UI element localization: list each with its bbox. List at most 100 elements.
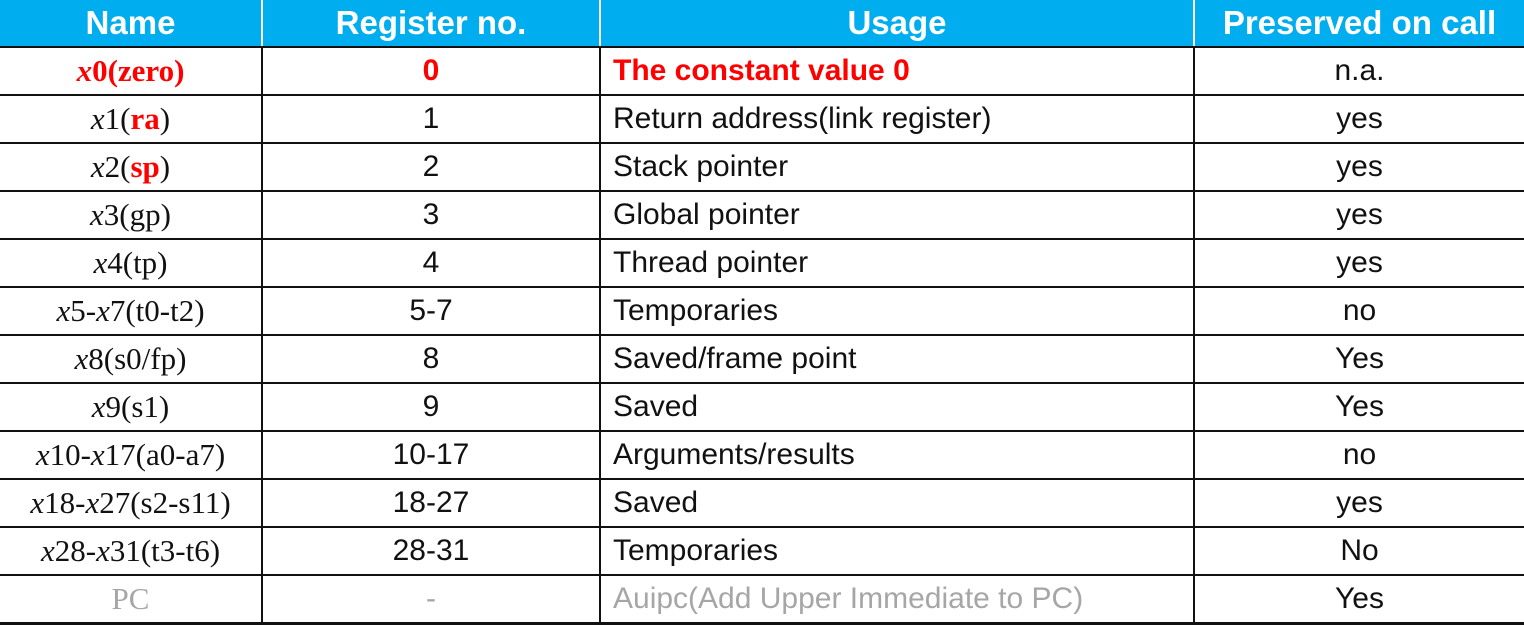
header-usage: Usage	[600, 0, 1195, 48]
register-name-part: 1(	[104, 101, 131, 136]
register-name-cell: x1(ra)	[0, 94, 263, 144]
table-row: x18-x27(s2-s11) 18-27 Saved yes	[0, 478, 1524, 528]
preserved-cell: n.a.	[1193, 46, 1524, 96]
register-number-cell: 3	[261, 190, 601, 240]
usage-cell: Saved/frame point	[599, 334, 1195, 384]
register-name-part: x	[35, 437, 50, 472]
usage-cell: Global pointer	[599, 190, 1195, 240]
header-register-no: Register no.	[262, 0, 601, 48]
register-number-cell: 4	[261, 238, 601, 288]
register-name-part: 7(t0-t2)	[109, 293, 205, 328]
register-number-cell: 2	[261, 142, 601, 192]
table-row: x1(ra) 1 Return address(link register) yes	[0, 94, 1524, 144]
table-row: x0(zero) 0 The constant value 0 n.a.	[0, 46, 1524, 96]
register-name-part: 28-	[54, 533, 97, 568]
preserved-cell: yes	[1193, 478, 1524, 528]
register-name-cell: x2(sp)	[0, 142, 263, 192]
register-name-part: x	[96, 533, 110, 568]
register-name-part: (zero)	[107, 53, 185, 88]
register-name-cell: PC	[0, 574, 263, 625]
preserved-cell: yes	[1193, 94, 1524, 144]
usage-cell: Return address(link register)	[599, 94, 1195, 144]
register-name-cell: x8(s0/fp)	[0, 334, 263, 384]
usage-cell: The constant value 0	[599, 46, 1195, 96]
register-name-cell: x5-x7(t0-t2)	[0, 286, 263, 336]
table-row: x28-x31(t3-t6) 28-31 Temporaries No	[0, 526, 1524, 576]
register-name-part: x	[90, 101, 105, 136]
usage-cell: Temporaries	[599, 286, 1195, 336]
register-name-cell: x3(gp)	[0, 190, 263, 240]
usage-cell: Temporaries	[599, 526, 1195, 576]
table-row: x4(tp) 4 Thread pointer yes	[0, 238, 1524, 288]
header-row: Name Register no. Usage Preserved on cal…	[0, 0, 1524, 48]
register-number-cell: 5-7	[261, 286, 601, 336]
table-row: x2(sp) 2 Stack pointer yes	[0, 142, 1524, 192]
usage-cell: Saved	[599, 382, 1195, 432]
register-name-part: x	[90, 197, 104, 232]
register-name-part: PC	[111, 581, 150, 616]
register-name-part: x	[40, 533, 55, 568]
preserved-cell: Yes	[1193, 574, 1524, 625]
register-name-cell: x10-x17(a0-a7)	[0, 430, 263, 480]
register-name-part: 4(tp)	[107, 245, 168, 280]
register-name-part: 9(s1)	[105, 389, 170, 424]
register-name-part: 10-	[49, 437, 91, 472]
table-row: PC - Auipc(Add Upper Immediate to PC) Yes	[0, 574, 1524, 625]
register-name-part: x	[85, 485, 100, 520]
register-number-cell: 10-17	[261, 430, 601, 480]
preserved-cell: yes	[1193, 142, 1524, 192]
register-name-part: sp	[130, 149, 160, 184]
usage-cell: Auipc(Add Upper Immediate to PC)	[599, 574, 1195, 625]
register-name-cell: x0(zero)	[0, 46, 263, 96]
preserved-cell: No	[1193, 526, 1524, 576]
register-name-part: x	[90, 149, 105, 184]
register-name-part: x	[90, 437, 105, 472]
register-number-cell: 0	[261, 46, 601, 96]
register-number-cell: 8	[261, 334, 601, 384]
register-name-part: 3(gp)	[103, 197, 171, 232]
register-name-part: 0	[92, 53, 108, 88]
register-name-part: 5-	[70, 293, 97, 328]
table-row: x3(gp) 3 Global pointer yes	[0, 190, 1524, 240]
register-name-part: x	[30, 485, 45, 520]
register-name-part: x	[91, 389, 106, 424]
table-row: x5-x7(t0-t2) 5-7 Temporaries no	[0, 286, 1524, 336]
register-name-part: x	[93, 245, 108, 280]
register-name-part: 31(t3-t6)	[109, 533, 221, 568]
register-name-part: 8(s0/fp)	[88, 341, 187, 376]
register-number-cell: 18-27	[261, 478, 601, 528]
register-name-part: ra	[130, 101, 160, 136]
register-number-cell: 1	[261, 94, 601, 144]
register-name-part: x	[56, 293, 71, 328]
register-name-part: x	[74, 341, 89, 376]
register-name-part: 2(	[104, 149, 131, 184]
register-name-part: )	[159, 149, 171, 184]
register-name-part: 17(a0-a7)	[104, 437, 226, 472]
table-row: x9(s1) 9 Saved Yes	[0, 382, 1524, 432]
register-name-part: x	[76, 53, 93, 88]
usage-cell: Saved	[599, 478, 1195, 528]
preserved-cell: no	[1193, 286, 1524, 336]
register-name-cell: x4(tp)	[0, 238, 263, 288]
register-name-cell: x9(s1)	[0, 382, 263, 432]
register-name-cell: x28-x31(t3-t6)	[0, 526, 263, 576]
register-name-part: 27(s2-s11)	[99, 485, 231, 520]
usage-cell: Arguments/results	[599, 430, 1195, 480]
table-row: x8(s0/fp) 8 Saved/frame point Yes	[0, 334, 1524, 384]
usage-cell: Stack pointer	[599, 142, 1195, 192]
preserved-cell: no	[1193, 430, 1524, 480]
preserved-cell: yes	[1193, 238, 1524, 288]
usage-cell: Thread pointer	[599, 238, 1195, 288]
preserved-cell: yes	[1193, 190, 1524, 240]
preserved-cell: Yes	[1193, 382, 1524, 432]
register-number-cell: 9	[261, 382, 601, 432]
register-number-cell: -	[261, 574, 601, 625]
register-number-cell: 28-31	[261, 526, 601, 576]
table-header: Name Register no. Usage Preserved on cal…	[0, 0, 1524, 48]
register-name-part: 18-	[44, 485, 86, 520]
register-name-cell: x18-x27(s2-s11)	[0, 478, 263, 528]
register-name-part: x	[96, 293, 110, 328]
table-row: x10-x17(a0-a7) 10-17 Arguments/results no	[0, 430, 1524, 480]
preserved-cell: Yes	[1193, 334, 1524, 384]
